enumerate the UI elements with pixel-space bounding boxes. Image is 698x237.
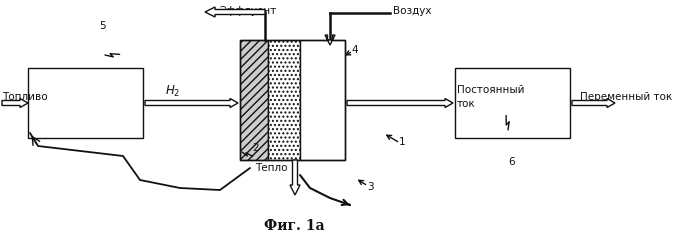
Bar <box>268 40 300 160</box>
Bar <box>240 40 268 160</box>
Text: Топливо: Топливо <box>2 92 47 102</box>
Text: 5: 5 <box>98 21 105 31</box>
Polygon shape <box>205 7 265 17</box>
Text: Воздух: Воздух <box>393 6 431 16</box>
Text: Эффлуент: Эффлуент <box>220 6 277 16</box>
Polygon shape <box>325 35 335 45</box>
Text: Переменный ток: Переменный ток <box>580 92 672 102</box>
Polygon shape <box>2 99 28 108</box>
Text: 1: 1 <box>399 137 406 147</box>
Bar <box>28 68 143 138</box>
Polygon shape <box>572 99 615 108</box>
Bar <box>240 40 345 160</box>
Text: 3: 3 <box>366 182 373 192</box>
Text: $H_2$: $H_2$ <box>165 83 180 99</box>
Text: ток: ток <box>457 99 476 109</box>
Polygon shape <box>347 99 453 108</box>
Text: Постоянный: Постоянный <box>457 85 524 95</box>
Polygon shape <box>145 99 238 108</box>
Text: Фиг. 1а: Фиг. 1а <box>264 219 325 233</box>
Text: 4: 4 <box>352 45 358 55</box>
Text: 2: 2 <box>253 143 260 153</box>
Bar <box>455 68 570 138</box>
Text: Тепло: Тепло <box>255 163 288 173</box>
Text: 6: 6 <box>509 157 515 167</box>
Bar <box>300 40 345 160</box>
Polygon shape <box>290 160 300 195</box>
